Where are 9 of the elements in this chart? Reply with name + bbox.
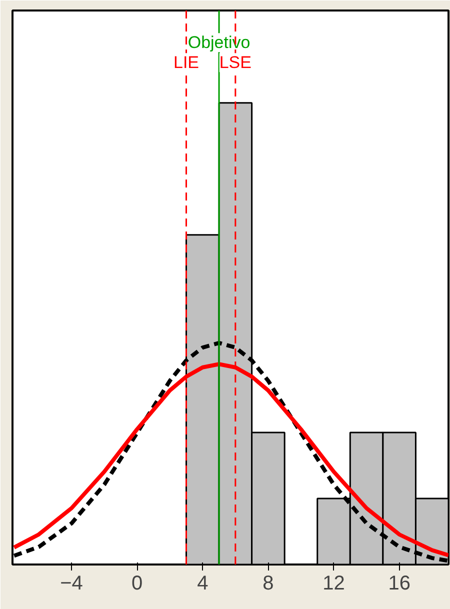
x-tick-label: 12 [322,572,345,594]
x-tick-label: 4 [197,572,208,594]
ref-line-label: LIE [173,53,200,72]
x-tick-label: 0 [132,572,143,594]
x-tick-label: 16 [388,572,410,594]
x-tick-label: 8 [262,572,274,594]
ref-line-label: Objetivo [188,33,250,52]
ref-line-label: LSE [219,53,252,72]
x-tick-label: −4 [60,572,83,594]
